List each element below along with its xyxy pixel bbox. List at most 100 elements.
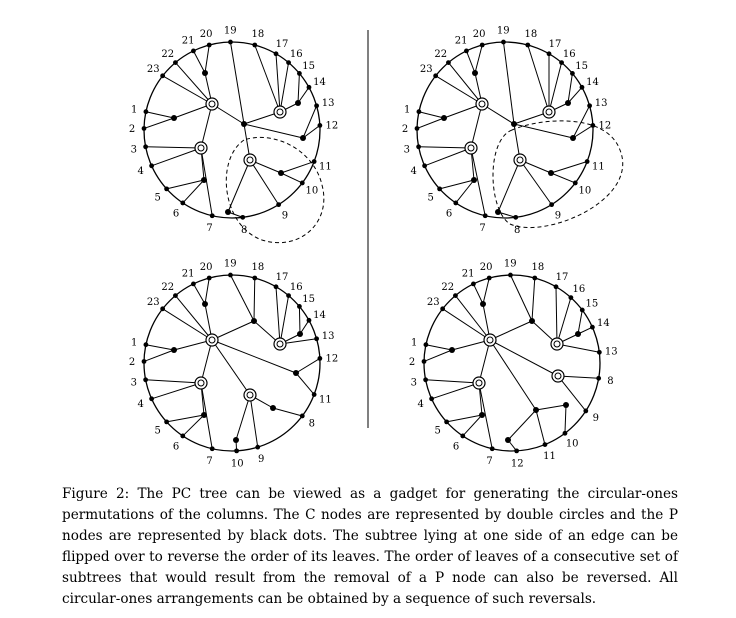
leaf-node [209,446,215,452]
c-node [194,141,208,155]
leaf-label: 22 [161,49,174,60]
tree-edge [423,349,453,362]
tree-edge [489,339,537,411]
leaf-node [513,214,519,220]
leaf-node [416,144,422,150]
leaf-node [482,213,488,219]
leaf-label: 18 [525,29,538,40]
tree-edge [272,407,303,417]
leaf-label: 21 [462,269,475,280]
leaf-node [587,103,592,109]
leaf-node [579,307,585,313]
leaf-label: 7 [206,456,212,467]
leaf-node [164,419,170,425]
flip-region-outline [492,120,624,229]
tree-edge [556,343,600,353]
leaf-label: 3 [131,378,137,389]
leaf-node [453,293,458,298]
leaf-node [209,213,215,219]
leaf-label: 10 [231,458,244,469]
leaf-label: 14 [313,77,326,88]
p-node [511,121,517,127]
leaf-node [444,419,450,425]
tree-edge [535,409,546,445]
tree-edge [302,124,321,139]
p-node [472,70,478,76]
tree-edge [416,117,445,129]
leaf-node [314,103,319,109]
leaf-node [532,275,538,281]
tree-edge [462,414,483,437]
leaf-node [453,200,459,206]
leaf-node [297,304,302,309]
tree-edge [418,111,445,119]
leaf-label: 8 [309,419,315,430]
leaf-node [311,159,317,164]
leaf-label: 4 [410,166,416,177]
leaf-node [596,349,602,355]
leaf-label: 12 [598,120,611,131]
leaf-node [590,122,596,128]
c-node-inner-ring [467,144,475,152]
tree-edge [527,44,550,113]
leaf-label: 2 [129,357,135,368]
c-node-inner-ring [246,391,254,399]
tree-edge [564,404,567,434]
c-node-inner-ring [246,156,254,164]
leaf-label: 2 [129,124,135,135]
c-node [542,105,556,119]
leaf-label: 19 [504,259,517,270]
tree-edge [145,344,175,351]
leaf-node [579,84,585,90]
leaf-label: 9 [555,210,561,221]
leaf-node [173,293,178,298]
leaf-node [471,281,476,287]
tree-edge [230,274,255,322]
tree-edge [572,105,591,139]
leaf-node [143,144,149,150]
c-node-inner-ring [208,336,216,344]
leaf-label: 1 [131,338,137,349]
leaf-label: 16 [290,49,303,60]
leaf-label: 12 [325,353,338,364]
leaf-node [423,342,429,348]
leaf-label: 1 [131,105,137,116]
p-node [570,135,576,141]
leaf-node [228,39,233,45]
leaf-node [143,342,149,348]
tree-edge [567,73,573,104]
c-node [550,337,564,351]
p-node [171,115,177,121]
c-node [243,388,257,402]
c-node-inner-ring [516,156,524,164]
tree-edge [557,375,587,412]
tree-edge [425,379,480,384]
leaf-label: 15 [575,61,588,72]
p-node [278,170,284,176]
leaf-node [317,355,323,361]
leaf-node [489,446,495,452]
leaf-node [149,163,155,169]
leaf-node [589,324,595,330]
tree-edge [166,179,205,190]
c-node-inner-ring [276,340,284,348]
tree-edge [204,44,210,74]
tree-edge [211,339,251,396]
leaf-label: 4 [137,399,143,410]
leaf-node [173,60,178,65]
p-node [441,115,447,121]
tree-edge [175,295,213,341]
tree-edge [297,87,310,104]
p-node [233,437,239,443]
tree-edge [243,123,304,139]
tree-edge [145,379,202,384]
leaf-label: 11 [319,394,332,405]
leaf-label: 22 [161,282,174,293]
boundary-circle [143,274,321,452]
leaf-node [306,317,312,323]
leaf-label: 8 [607,376,613,387]
leaf-label: 4 [137,166,143,177]
leaf-node [206,275,212,281]
p-node [565,100,571,106]
